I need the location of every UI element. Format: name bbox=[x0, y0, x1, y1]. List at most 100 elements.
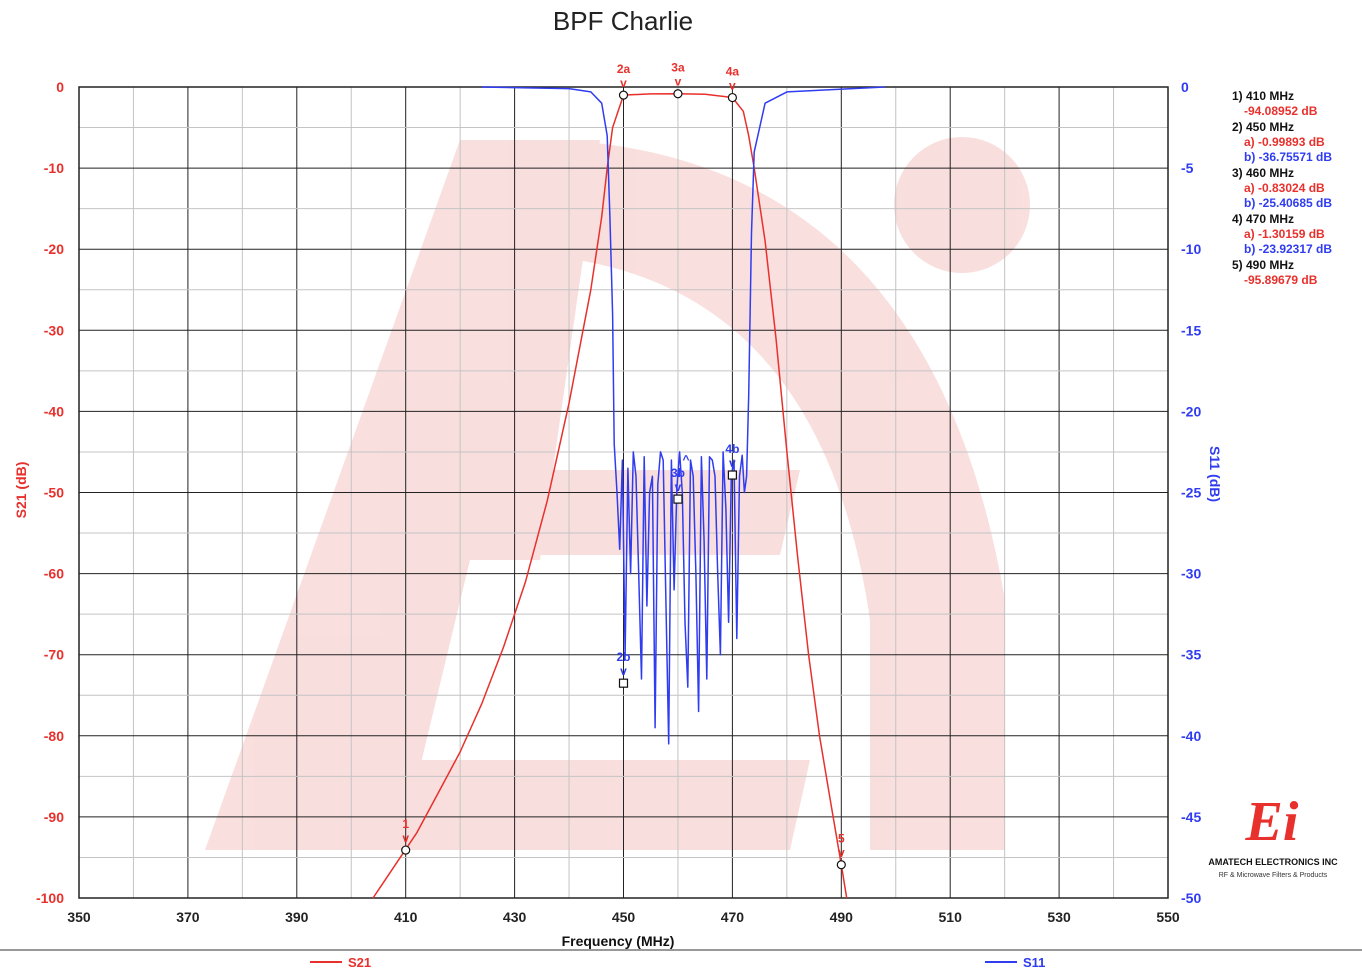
marker-3a: 3av bbox=[671, 61, 685, 99]
marker-table-title: 3) 460 MHz bbox=[1232, 166, 1294, 180]
marker-4a: 4av bbox=[726, 65, 740, 103]
marker-label: 4b bbox=[725, 442, 739, 456]
marker-caret: v bbox=[620, 76, 627, 90]
marker-caret: v bbox=[675, 480, 682, 494]
marker-4b: 4bv bbox=[725, 442, 739, 480]
marker-table-title: 5) 490 MHz bbox=[1232, 258, 1294, 272]
marker-3b: 3bv^ bbox=[671, 452, 689, 504]
y-tick-label-left: -90 bbox=[44, 809, 64, 825]
marker-table-value: a) -1.30159 dB bbox=[1244, 227, 1325, 241]
marker-2a: 2av bbox=[617, 62, 631, 100]
marker-table-title: 2) 450 MHz bbox=[1232, 120, 1294, 134]
x-tick-label: 530 bbox=[1047, 909, 1071, 925]
y-tick-label-right: -15 bbox=[1181, 322, 1201, 338]
legend-label: S11 bbox=[1023, 955, 1045, 970]
marker-caret: v bbox=[620, 664, 627, 678]
y-tick-label-right: -20 bbox=[1181, 403, 1201, 419]
company-logo-background bbox=[1205, 782, 1341, 888]
tick-labels: 350 370 390 410 430 450 470 490 510 530 5500-10-20… bbox=[36, 79, 1201, 925]
marker-square bbox=[673, 494, 683, 504]
y-tick-label-left: -40 bbox=[44, 403, 64, 419]
y-tick-label-left: -50 bbox=[44, 485, 64, 501]
watermark-logo bbox=[205, 137, 1030, 850]
marker-circle bbox=[727, 92, 738, 103]
series-line-s11 bbox=[481, 86, 885, 745]
marker-label: 1 bbox=[402, 817, 409, 831]
company-logo: Ei AMATECH ELECTRONICS INC RF & Microwav… bbox=[1205, 782, 1341, 888]
marker-circle bbox=[618, 90, 629, 100]
watermark-a-bar bbox=[440, 470, 800, 555]
marker-caret: v bbox=[729, 79, 736, 93]
x-tick-label: 450 bbox=[612, 909, 636, 925]
company-logo-mark: Ei bbox=[1245, 791, 1299, 853]
marker-circle bbox=[836, 860, 846, 870]
company-logo-name: AMATECH ELECTRONICS INC bbox=[1208, 857, 1338, 867]
marker-label: 2a bbox=[617, 62, 631, 76]
marker-table-value: b) -36.75571 dB bbox=[1244, 150, 1332, 164]
watermark-a-foot bbox=[340, 760, 810, 850]
marker-table-title: 4) 470 MHz bbox=[1232, 212, 1294, 226]
marker-circle bbox=[673, 89, 683, 99]
marker-5: 5v bbox=[836, 832, 846, 870]
watermark-dot bbox=[894, 137, 1030, 273]
marker-label: 3a bbox=[671, 61, 685, 75]
y-axis-label-right: S11 (dB) bbox=[1207, 446, 1223, 502]
grid bbox=[78, 86, 1169, 899]
marker-table-value: a) -0.83024 dB bbox=[1244, 181, 1325, 195]
marker-1: 1v bbox=[401, 817, 411, 855]
marker-table-value: -95.89679 dB bbox=[1244, 273, 1318, 287]
legend: S21 S11 bbox=[310, 955, 1045, 970]
marker-circle bbox=[401, 845, 411, 855]
x-tick-label: 350 bbox=[67, 909, 91, 925]
y-tick-label-right: 0 bbox=[1181, 79, 1189, 95]
marker-caret: v bbox=[402, 831, 409, 845]
y-tick-label-right: -25 bbox=[1181, 485, 1201, 501]
y-tick-label-right: -30 bbox=[1181, 566, 1201, 582]
y-tick-label-right: -50 bbox=[1181, 890, 1201, 906]
marker-table-value: b) -25.40685 dB bbox=[1244, 196, 1332, 210]
chart-title: BPF Charlie bbox=[553, 6, 693, 36]
y-tick-label-left: -20 bbox=[44, 241, 64, 257]
legend-item-s21: S21 bbox=[310, 955, 371, 970]
marker-table-title: 1) 410 MHz bbox=[1232, 89, 1294, 103]
x-axis-label: Frequency (MHz) bbox=[562, 933, 675, 949]
y-tick-label-left: -100 bbox=[36, 890, 64, 906]
marker-label: 4a bbox=[726, 65, 740, 79]
x-tick-label: 510 bbox=[939, 909, 963, 925]
series-lines bbox=[372, 86, 885, 899]
x-tick-label: 490 bbox=[830, 909, 854, 925]
marker-label: 5 bbox=[838, 832, 845, 846]
y-tick-label-left: -30 bbox=[44, 322, 64, 338]
y-tick-label-right: -40 bbox=[1181, 728, 1201, 744]
marker-table-value: b) -23.92317 dB bbox=[1244, 242, 1332, 256]
marker-caret: v bbox=[729, 456, 736, 470]
y-tick-label-left: 0 bbox=[56, 79, 64, 95]
y-tick-label-left: -10 bbox=[44, 160, 64, 176]
legend-label: S21 bbox=[348, 955, 371, 970]
marker-label: 3b bbox=[671, 466, 685, 480]
watermark-arch bbox=[535, 140, 1005, 850]
company-logo-tagline: RF & Microwave Filters & Products bbox=[1219, 872, 1328, 879]
marker-square bbox=[618, 678, 629, 688]
marker-caret-up: ^ bbox=[682, 452, 689, 466]
y-tick-label-right: -10 bbox=[1181, 241, 1201, 257]
y-tick-label-left: -70 bbox=[44, 647, 64, 663]
y-axis-label-left: S21 (dB) bbox=[13, 462, 29, 519]
x-tick-label: 370 bbox=[176, 909, 200, 925]
y-tick-label-left: -60 bbox=[44, 566, 64, 582]
y-tick-label-right: -5 bbox=[1181, 160, 1194, 176]
marker-2b: 2bv bbox=[616, 650, 631, 688]
watermark-letter-a bbox=[205, 140, 600, 850]
y-tick-label-right: -35 bbox=[1181, 647, 1201, 663]
x-tick-label: 430 bbox=[503, 909, 527, 925]
marker-label: 2b bbox=[616, 650, 630, 664]
marker-caret: v bbox=[838, 846, 845, 860]
legend-item-s11: S11 bbox=[985, 955, 1045, 970]
x-tick-label: 550 bbox=[1156, 909, 1180, 925]
y-tick-label-right: -45 bbox=[1181, 809, 1201, 825]
marker-table-value: -94.08952 dB bbox=[1244, 104, 1318, 118]
series-line-s21 bbox=[372, 92, 848, 899]
